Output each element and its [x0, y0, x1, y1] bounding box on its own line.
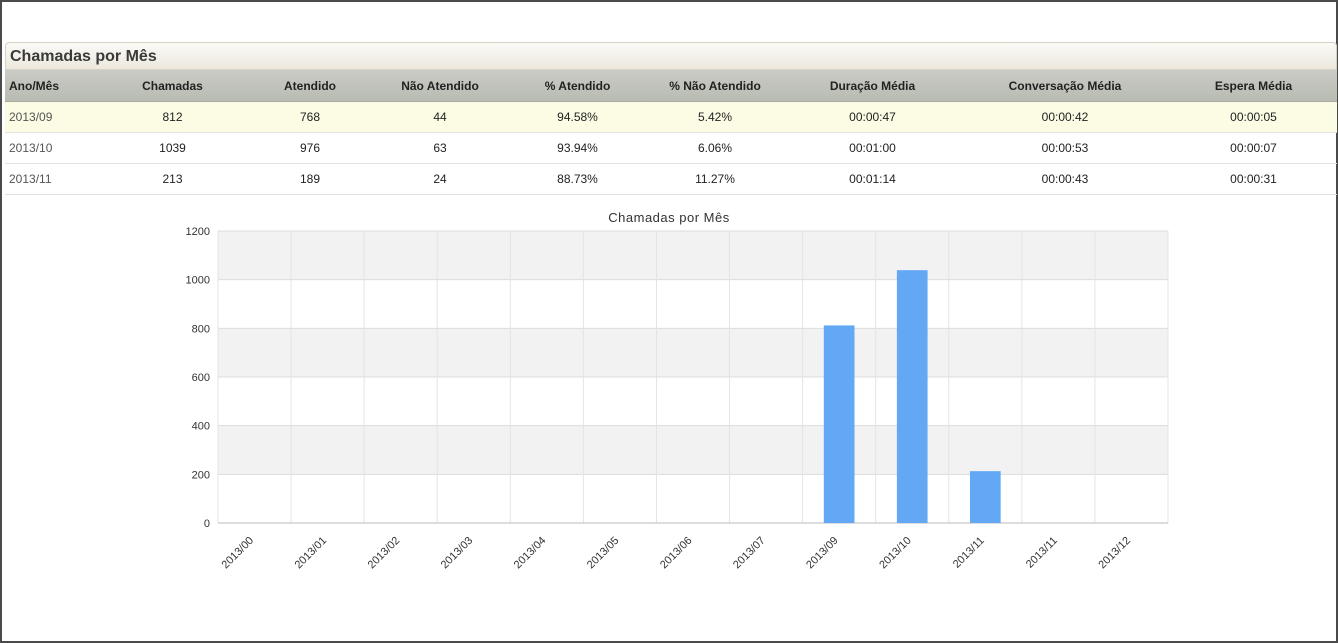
x-tick-label: 2013/11 — [951, 535, 987, 571]
y-tick-label: 800 — [192, 323, 210, 335]
col-header[interactable]: Não Atendido — [370, 70, 510, 102]
table-cell: 11.27% — [645, 163, 785, 195]
x-tick-label: 2013/07 — [731, 535, 768, 572]
x-tick-label: 2013/04 — [512, 535, 549, 572]
grid-band — [218, 328, 1168, 377]
col-header[interactable]: Atendido — [250, 70, 370, 102]
table-cell: 812 — [95, 101, 250, 133]
col-header[interactable]: % Não Atendido — [645, 70, 785, 102]
x-tick-label: 2013/10 — [877, 535, 914, 572]
y-tick-label: 1000 — [186, 275, 210, 287]
x-tick-label: 2013/03 — [439, 535, 476, 572]
x-tick-label: 2013/11 — [1024, 535, 1060, 571]
table-cell: 00:00:05 — [1170, 101, 1337, 133]
y-tick-label: 1200 — [186, 226, 210, 238]
table-cell: 5.42% — [645, 101, 785, 133]
table-cell: 00:01:00 — [785, 132, 960, 164]
x-tick-label: 2013/06 — [658, 535, 695, 572]
table-cell: 00:00:43 — [960, 163, 1170, 195]
table-cell: 189 — [250, 163, 370, 195]
y-tick-label: 400 — [192, 421, 210, 433]
x-tick-label: 2013/09 — [804, 535, 841, 572]
table-cell: 24 — [370, 163, 510, 195]
col-header[interactable]: Ano/Mês — [5, 70, 95, 102]
calls-table: Ano/Mês Chamadas Atendido Não Atendido %… — [5, 70, 1337, 195]
col-header[interactable]: Espera Média — [1170, 70, 1337, 102]
report-panel: Chamadas por Mês Ano/Mês Chamadas Atendi… — [5, 42, 1337, 195]
table-row[interactable]: 2013/11 213 189 24 88.73% 11.27% 00:01:1… — [5, 163, 1337, 195]
col-header[interactable]: Duração Média — [785, 70, 960, 102]
table-cell: 2013/09 — [5, 101, 95, 133]
x-tick-label: 2013/12 — [1096, 535, 1133, 572]
table-cell: 93.94% — [510, 132, 645, 164]
table-cell: 768 — [250, 101, 370, 133]
table-cell: 00:00:53 — [960, 132, 1170, 164]
table-cell: 2013/10 — [5, 132, 95, 164]
y-tick-label: 0 — [204, 518, 210, 530]
table-row[interactable]: 2013/09 812 768 44 94.58% 5.42% 00:00:47… — [5, 101, 1337, 133]
table-cell: 44 — [370, 101, 510, 133]
chart-title: Chamadas por Mês — [608, 210, 729, 225]
table-cell: 00:00:42 — [960, 101, 1170, 133]
table-cell: 6.06% — [645, 132, 785, 164]
table-cell: 00:00:31 — [1170, 163, 1337, 195]
grid-band — [218, 425, 1168, 475]
panel-title: Chamadas por Mês — [5, 42, 1337, 70]
table-row[interactable]: 2013/10 1039 976 63 93.94% 6.06% 00:01:0… — [5, 132, 1337, 164]
y-tick-label: 200 — [192, 469, 210, 481]
bar — [823, 325, 855, 523]
table-cell: 00:01:14 — [785, 163, 960, 195]
col-header[interactable]: Chamadas — [95, 70, 250, 102]
x-tick-label: 2013/02 — [366, 535, 403, 572]
table-header-row: Ano/Mês Chamadas Atendido Não Atendido %… — [5, 70, 1337, 102]
x-tick-label: 2013/01 — [293, 535, 330, 572]
col-header[interactable]: % Atendido — [510, 70, 645, 102]
table-cell: 94.58% — [510, 101, 645, 133]
table-cell: 976 — [250, 132, 370, 164]
bar — [969, 471, 1001, 523]
table-cell: 88.73% — [510, 163, 645, 195]
x-tick-label: 2013/05 — [585, 535, 622, 572]
col-header[interactable]: Conversação Média — [960, 70, 1170, 102]
grid-band — [218, 231, 1168, 280]
table-cell: 213 — [95, 163, 250, 195]
y-tick-label: 600 — [192, 372, 210, 384]
bar — [896, 270, 928, 523]
table-cell: 2013/11 — [5, 163, 95, 195]
table-cell: 1039 — [95, 132, 250, 164]
x-tick-label: 2013/00 — [220, 535, 257, 572]
table-cell: 00:00:47 — [785, 101, 960, 133]
table-cell: 00:00:07 — [1170, 132, 1337, 164]
table-cell: 63 — [370, 132, 510, 164]
